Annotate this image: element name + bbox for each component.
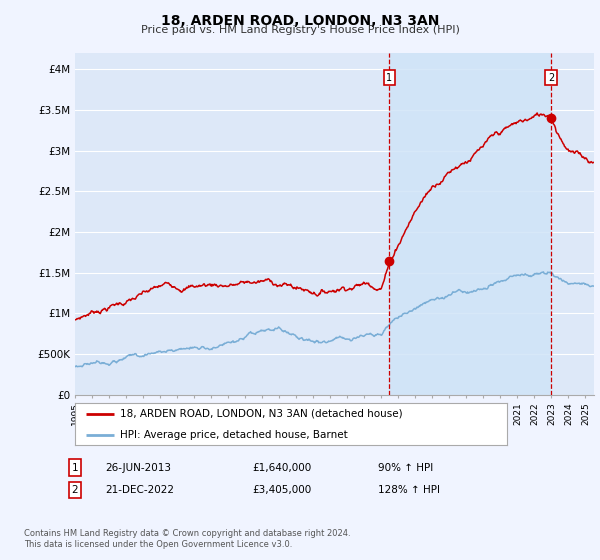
Text: £3,405,000: £3,405,000 bbox=[252, 485, 311, 495]
Text: Price paid vs. HM Land Registry's House Price Index (HPI): Price paid vs. HM Land Registry's House … bbox=[140, 25, 460, 35]
Text: HPI: Average price, detached house, Barnet: HPI: Average price, detached house, Barn… bbox=[121, 430, 348, 440]
Text: 1: 1 bbox=[386, 73, 392, 83]
Bar bbox=[389, 53, 551, 395]
Text: 18, ARDEN ROAD, LONDON, N3 3AN (detached house): 18, ARDEN ROAD, LONDON, N3 3AN (detached… bbox=[121, 409, 403, 419]
Text: 26-JUN-2013: 26-JUN-2013 bbox=[105, 463, 171, 473]
Text: 2: 2 bbox=[548, 73, 554, 83]
Text: 1: 1 bbox=[71, 463, 79, 473]
Text: £1,640,000: £1,640,000 bbox=[252, 463, 311, 473]
Text: Contains HM Land Registry data © Crown copyright and database right 2024.
This d: Contains HM Land Registry data © Crown c… bbox=[24, 529, 350, 549]
Text: 128% ↑ HPI: 128% ↑ HPI bbox=[378, 485, 440, 495]
Text: 90% ↑ HPI: 90% ↑ HPI bbox=[378, 463, 433, 473]
Text: 2: 2 bbox=[71, 485, 79, 495]
Text: 21-DEC-2022: 21-DEC-2022 bbox=[105, 485, 174, 495]
Text: 18, ARDEN ROAD, LONDON, N3 3AN: 18, ARDEN ROAD, LONDON, N3 3AN bbox=[161, 14, 439, 28]
